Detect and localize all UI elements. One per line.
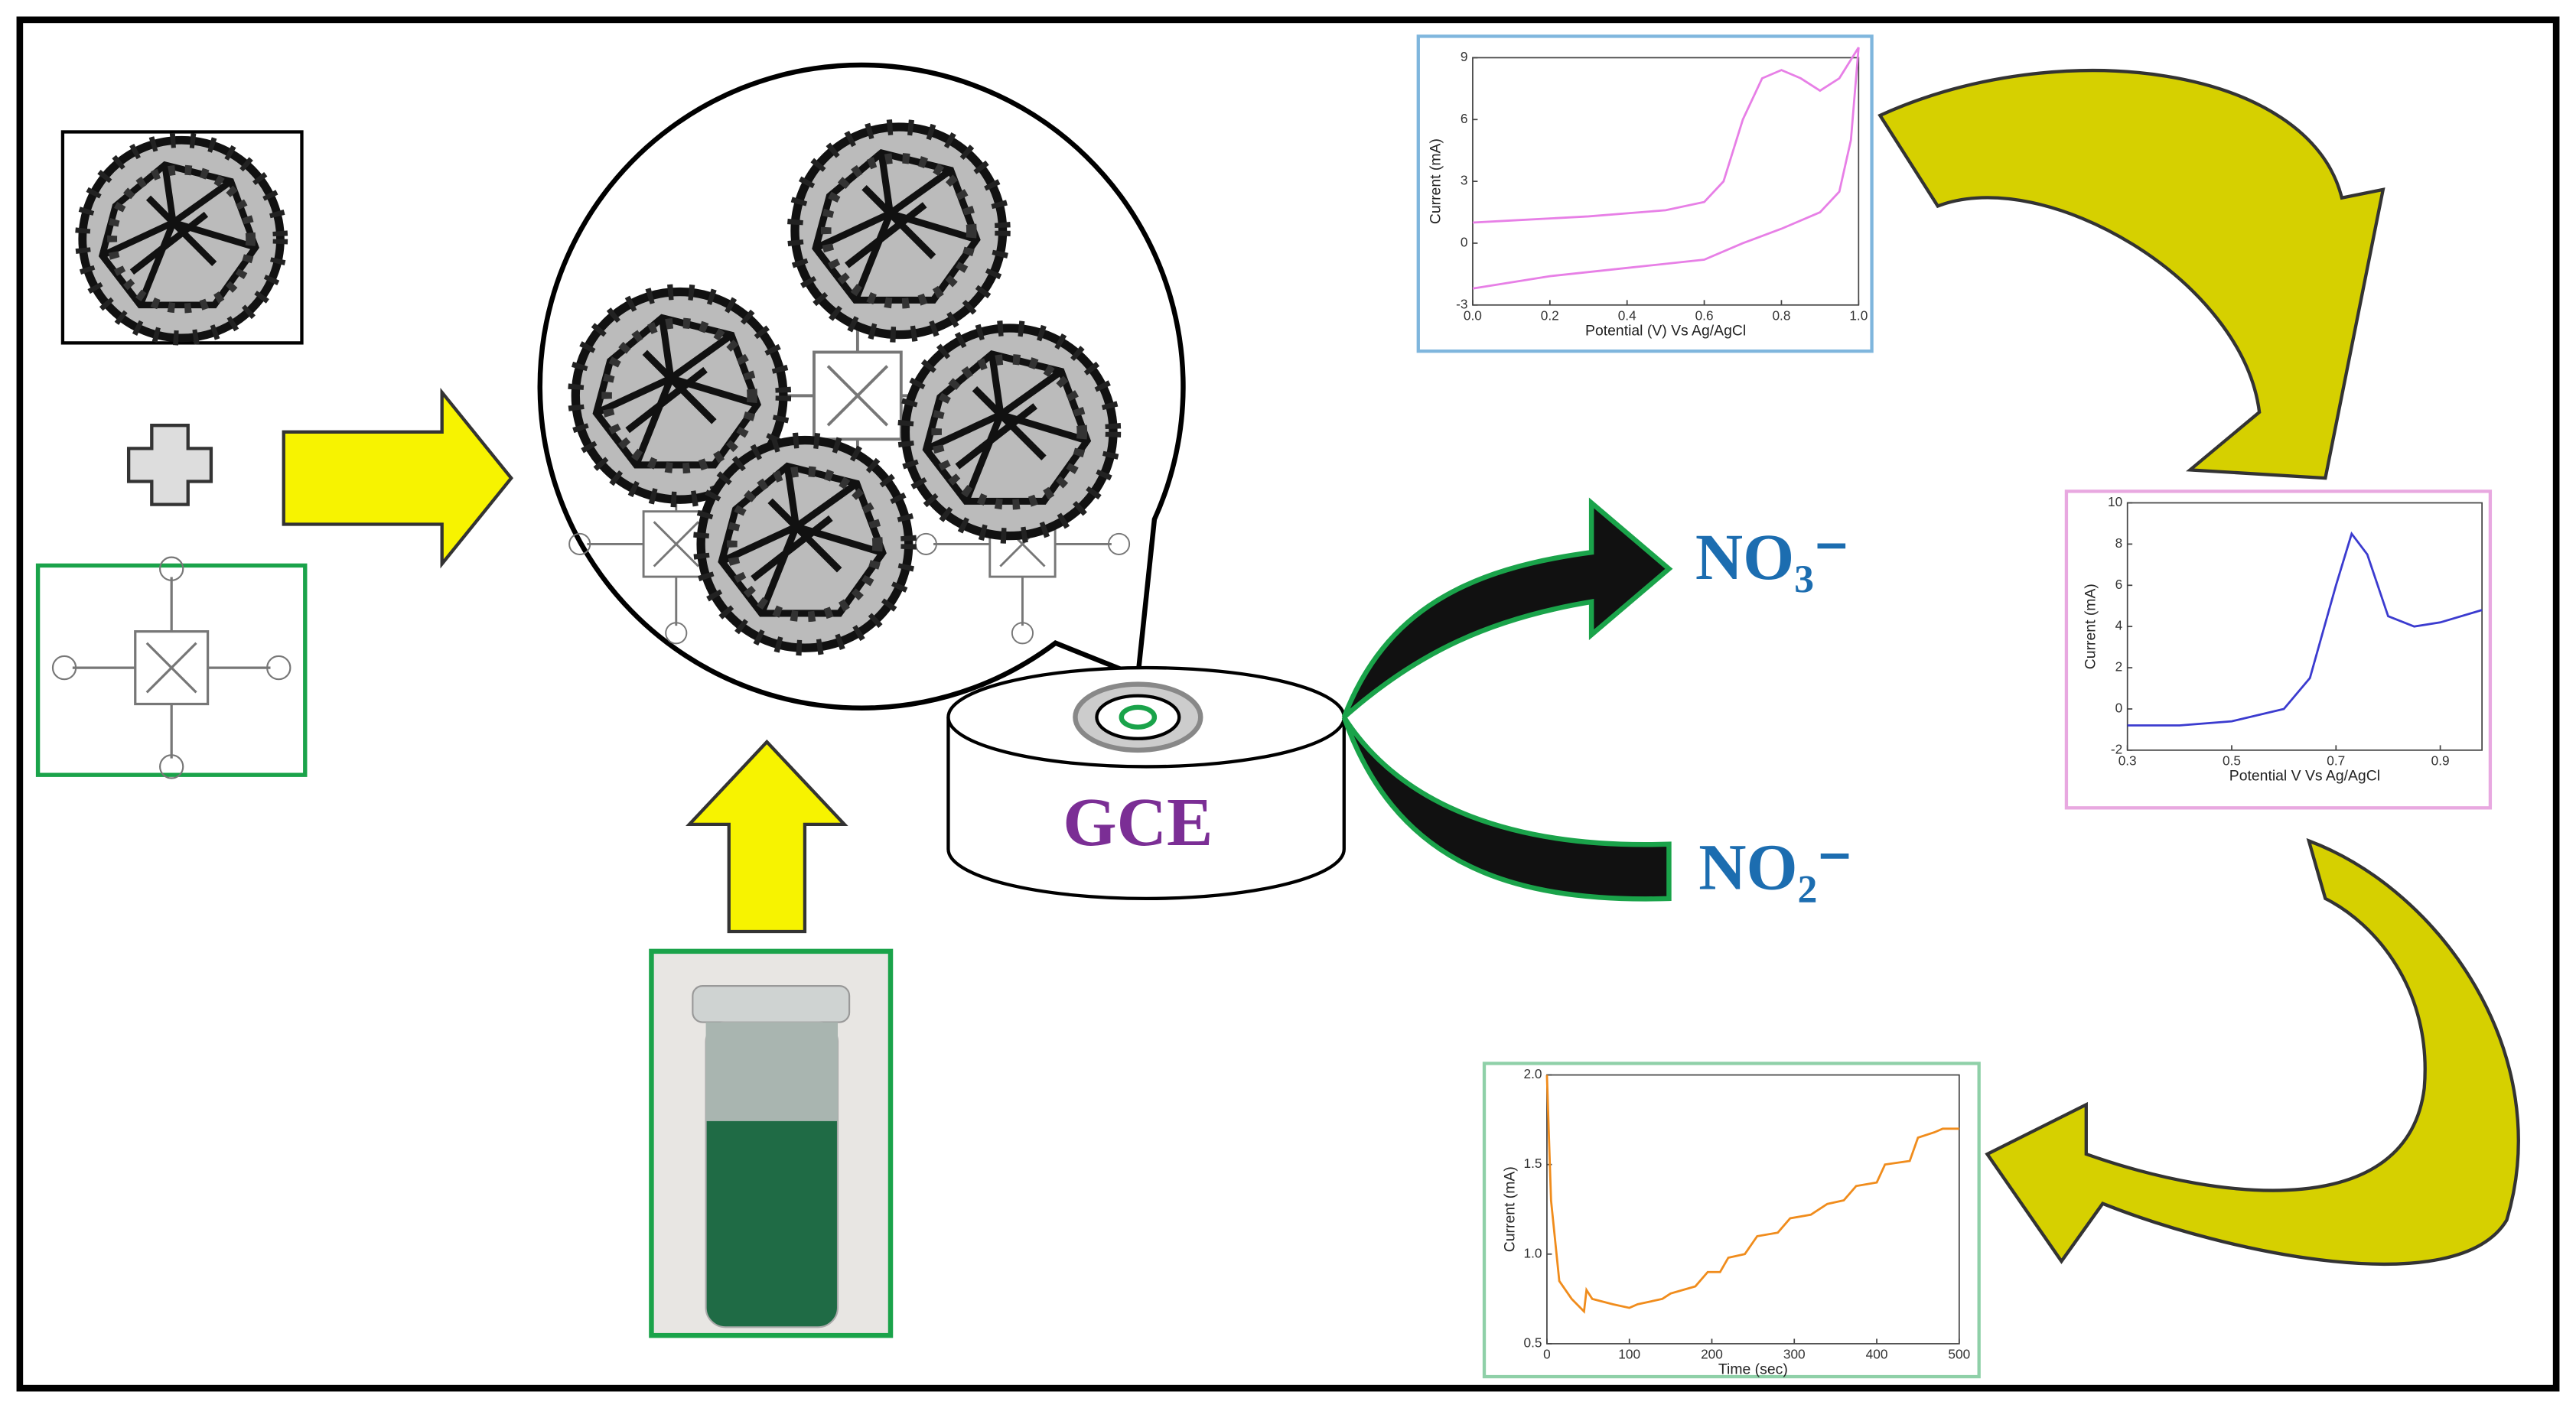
vial-top: [705, 1022, 839, 1121]
y-tick-label: -2: [2111, 741, 2122, 756]
x-tick-label: 0.3: [2118, 753, 2137, 768]
nitrate-label: NO₃⁻: [1695, 520, 1849, 593]
arrow-cycle: [1985, 837, 2520, 1267]
x-tick-label: 500: [1948, 1347, 1970, 1362]
x-tick-label: 0.5: [2223, 753, 2241, 768]
fullerene: [701, 441, 909, 649]
y-tick-label: -3: [1456, 296, 1467, 311]
fullerene: [83, 140, 281, 338]
chart-frame: [1416, 34, 1874, 353]
x-tick-label: 200: [1701, 1347, 1723, 1362]
data-line: [1545, 1075, 1959, 1314]
y-tick-label: 1.5: [1523, 1156, 1542, 1171]
y-tick-label: 0: [2115, 701, 2123, 716]
x-tick-label: 100: [1618, 1347, 1640, 1362]
y-tick-label: 0.5: [1523, 1335, 1542, 1350]
chart-frame: [1482, 1062, 1981, 1379]
y-tick-label: 6: [2115, 577, 2123, 592]
y-tick-label: 10: [2108, 494, 2122, 509]
y-axis-label: Current (mA): [2082, 584, 2099, 669]
y-tick-label: 1.0: [1523, 1245, 1542, 1260]
arrow-up: [686, 739, 848, 934]
fullerene: [905, 328, 1113, 536]
x-tick-label: 0: [1543, 1347, 1551, 1362]
y-axis-label: Current (mA): [1502, 1166, 1519, 1252]
nitrite-label: NO₂⁻: [1698, 830, 1852, 903]
electrode-body: [946, 717, 1346, 901]
x-tick-label: 1.0: [1849, 307, 1868, 323]
x-tick-label: 0.6: [1695, 307, 1714, 323]
y-tick-label: 4: [2115, 618, 2123, 633]
y-axis-label: Current (mA): [1428, 138, 1444, 224]
y-tick-label: 8: [2115, 535, 2123, 551]
electrode-disk: [1119, 704, 1158, 730]
fullerene: [795, 127, 1003, 335]
x-tick-label: 0.7: [2327, 753, 2345, 768]
arrow-cycle: [1877, 69, 2385, 480]
x-tick-label: 0.4: [1618, 307, 1636, 323]
x-tick-label: 300: [1783, 1347, 1806, 1362]
x-tick-label: 400: [1866, 1347, 1888, 1362]
arrow-nitrite: [1341, 716, 1672, 902]
arrow-right: [282, 387, 513, 569]
x-tick-label: 0.0: [1464, 307, 1482, 323]
x-tick-label: 0.9: [2431, 753, 2450, 768]
x-tick-label: 0.8: [1772, 307, 1790, 323]
x-axis-label: Time (sec): [1718, 1361, 1788, 1378]
x-axis-label: Potential V Vs Ag/AgCl: [2229, 767, 2380, 784]
x-tick-label: 0.2: [1541, 307, 1559, 323]
plot-area: [1546, 1074, 1960, 1345]
y-tick-label: 2.0: [1523, 1066, 1542, 1081]
y-tick-label: 0: [1461, 235, 1468, 250]
y-tick-label: 9: [1461, 49, 1468, 64]
data-line: [1472, 47, 1860, 290]
chart-frame: [2064, 489, 2493, 810]
y-tick-label: 3: [1461, 173, 1468, 188]
y-tick-label: 2: [2115, 659, 2123, 675]
arrow-nitrate: [1341, 497, 1673, 720]
y-tick-label: 6: [1461, 111, 1468, 126]
electrode-label: GCE: [1063, 783, 1213, 860]
vial-cap: [692, 985, 851, 1023]
plus: [126, 424, 213, 506]
x-axis-label: Potential (V) Vs Ag/AgCl: [1585, 322, 1746, 339]
data-line: [2127, 531, 2483, 727]
